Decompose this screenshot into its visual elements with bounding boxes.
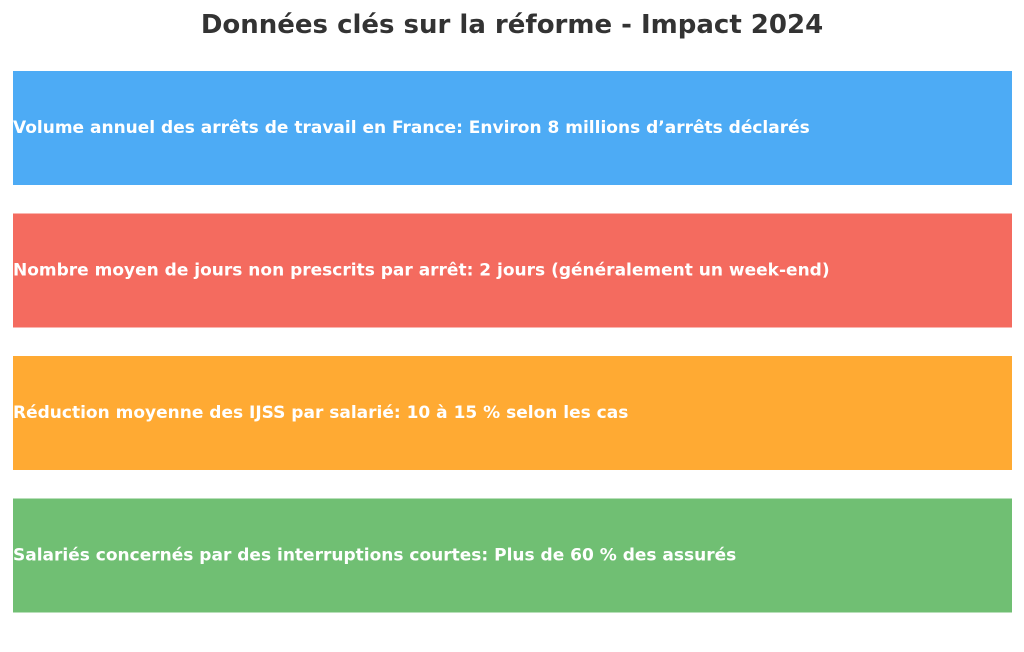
bar-2 xyxy=(13,213,1012,328)
bar-3 xyxy=(13,356,1012,470)
bar-label-4: Salariés concernés par des interruptions… xyxy=(13,546,736,566)
bar-label-3: Réduction moyenne des IJSS par salarié: … xyxy=(13,403,628,423)
bar-label-2: Nombre moyen de jours non prescrits par … xyxy=(13,261,830,281)
bar-1 xyxy=(13,71,1012,185)
page-title: Données clés sur la réforme - Impact 202… xyxy=(200,10,824,40)
bar-4 xyxy=(13,498,1012,613)
bar-label-1: Volume annuel des arrêts de travail en F… xyxy=(13,118,810,138)
